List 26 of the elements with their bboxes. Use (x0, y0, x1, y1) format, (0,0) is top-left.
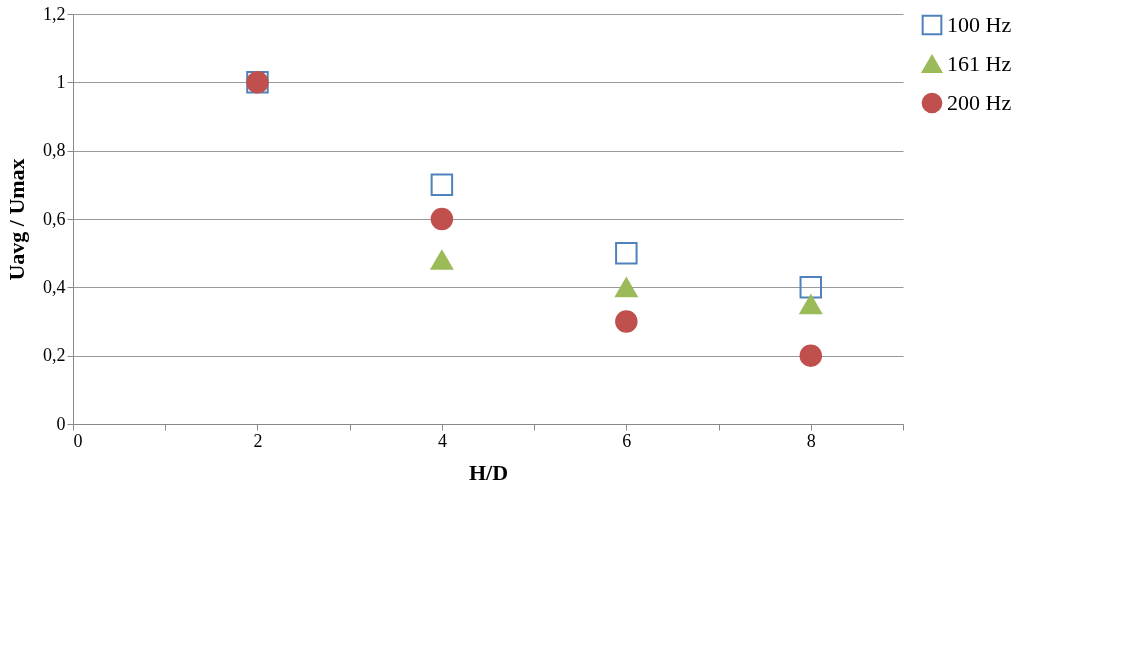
point (799, 276, 823, 299)
point (430, 207, 454, 231)
x-axis-title: H/D (468, 459, 509, 485)
legend-label: 161 Hz (947, 51, 1012, 76)
point (615, 277, 638, 298)
x-tick-label: 4 (437, 430, 447, 451)
point (430, 173, 454, 197)
point (799, 344, 823, 367)
x-tick-label: 6 (622, 430, 632, 451)
point (615, 241, 638, 265)
point (430, 250, 454, 270)
point (615, 310, 638, 333)
x-tick-label: 2 (253, 430, 263, 451)
legend-label: 100 Hz (947, 12, 1012, 37)
y-tick-label: 0,6 (43, 208, 66, 229)
legend-label: 200 Hz (947, 90, 1012, 115)
point (799, 294, 823, 315)
x-tick-label: 0 (73, 430, 83, 451)
y-tick-label: 0,8 (43, 140, 66, 161)
y-axis-title: Uavg / Umax (4, 158, 29, 281)
y-tick-label: 0,4 (43, 276, 66, 297)
y-tick-label: 1 (56, 71, 66, 92)
y-tick-label: 1,2 (43, 3, 66, 24)
x-tick-label: 8 (806, 430, 816, 451)
y-tick-label: 0 (56, 413, 66, 434)
y-tick-label: 0,2 (43, 345, 66, 366)
